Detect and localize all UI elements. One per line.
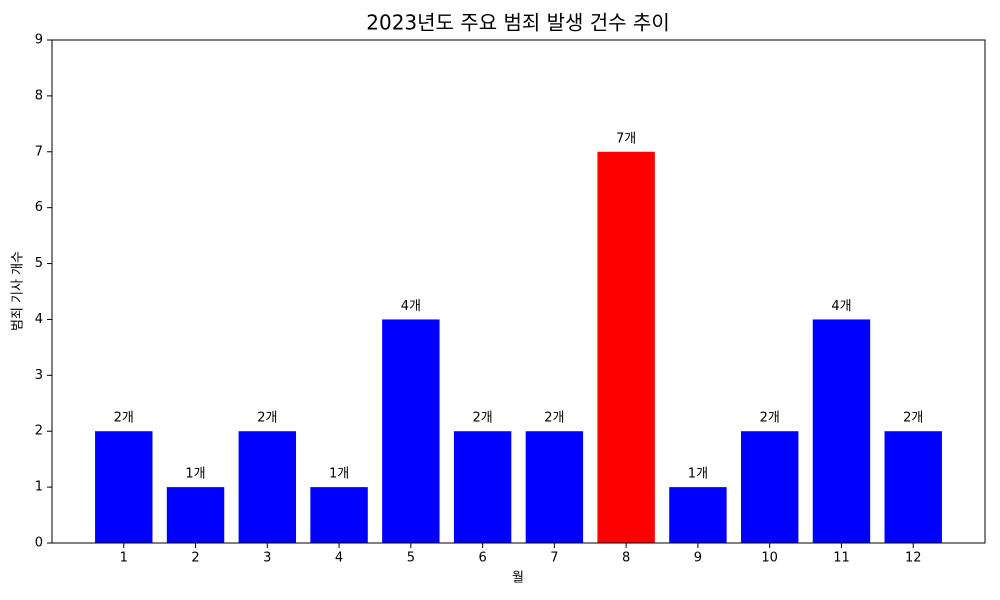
bar: [884, 431, 942, 543]
value-label: 1개: [329, 467, 349, 482]
y-tick-label: 3: [35, 368, 43, 383]
y-tick-label: 2: [35, 424, 43, 439]
bar: [166, 487, 225, 543]
plot-frame: [51, 39, 986, 544]
y-tick-label: 7: [35, 144, 43, 159]
value-label: 2개: [114, 411, 134, 426]
value-label: 2개: [257, 411, 277, 426]
x-tick-label: 8: [622, 551, 630, 566]
y-tick-label: 1: [35, 480, 43, 495]
value-label: 2개: [903, 411, 923, 426]
value-label: 2개: [472, 411, 492, 426]
x-tick-label: 10: [761, 551, 778, 566]
x-axis-label: 월: [512, 571, 524, 586]
value-label: 4개: [401, 299, 421, 314]
y-axis-label: 범죄 기사 개수: [11, 251, 26, 331]
x-tick-label: 5: [407, 551, 415, 566]
x-tick-label: 9: [694, 551, 702, 566]
bar: [382, 319, 440, 543]
bar: [453, 431, 512, 543]
bar: [812, 319, 871, 543]
x-tick-label: 2: [191, 551, 199, 566]
value-label: 1개: [185, 467, 205, 482]
value-label: 4개: [831, 299, 851, 314]
y-tick-label: 9: [35, 33, 43, 48]
x-tick-label: 4: [335, 551, 343, 566]
value-label: 2개: [760, 411, 780, 426]
x-tick-label: 11: [833, 551, 850, 566]
value-label: 2개: [544, 411, 564, 426]
chart-title: 2023년도 주요 범죄 발생 건수 추이: [366, 11, 670, 35]
y-tick-label: 5: [35, 256, 43, 271]
x-tick-label: 1: [120, 551, 128, 566]
value-label: 1개: [688, 467, 708, 482]
bar: [310, 487, 368, 543]
bar: [740, 431, 799, 543]
bar: [597, 151, 655, 543]
y-tick-label: 0: [35, 536, 43, 551]
y-tick-label: 4: [35, 312, 43, 327]
bar: [238, 431, 297, 543]
value-label: 7개: [616, 131, 636, 146]
y-tick-label: 6: [35, 200, 43, 215]
bar: [95, 431, 153, 543]
x-tick-label: 7: [550, 551, 558, 566]
x-tick-label: 3: [263, 551, 271, 566]
x-tick-label: 6: [478, 551, 486, 566]
y-tick-label: 8: [35, 88, 43, 103]
bar: [525, 431, 584, 543]
bar: [669, 487, 727, 543]
x-tick-label: 12: [905, 551, 922, 566]
